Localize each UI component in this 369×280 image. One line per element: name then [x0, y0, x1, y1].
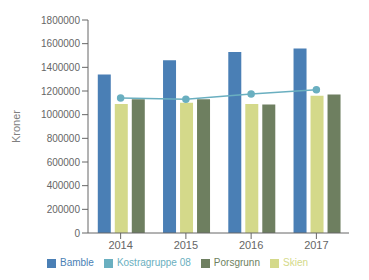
svg-text:800000: 800000: [47, 133, 81, 144]
svg-text:2017: 2017: [304, 239, 328, 251]
html-text:Bamble: Bamble: [60, 257, 94, 268]
html-text:Porsgrunn: Porsgrunn: [213, 257, 260, 268]
svg-text:1600000: 1600000: [41, 38, 80, 49]
svg-text:1800000: 1800000: [41, 15, 80, 26]
svg-text:1000000: 1000000: [41, 109, 80, 120]
svg-text:1200000: 1200000: [41, 86, 80, 97]
svg-text:200000: 200000: [47, 204, 81, 215]
svg-text:0: 0: [74, 228, 80, 239]
svg-text:600000: 600000: [47, 157, 81, 168]
svg-text:400000: 400000: [47, 180, 81, 191]
html-text:Skien: Skien: [283, 257, 308, 268]
svg-text:2014: 2014: [108, 239, 132, 251]
svg-text:1400000: 1400000: [41, 62, 80, 73]
html-text:Kostragruppe 08: Kostragruppe 08: [116, 257, 191, 268]
svg-text:2015: 2015: [174, 239, 198, 251]
svg-text:2016: 2016: [239, 239, 263, 251]
svg-text:Kroner: Kroner: [10, 110, 22, 143]
